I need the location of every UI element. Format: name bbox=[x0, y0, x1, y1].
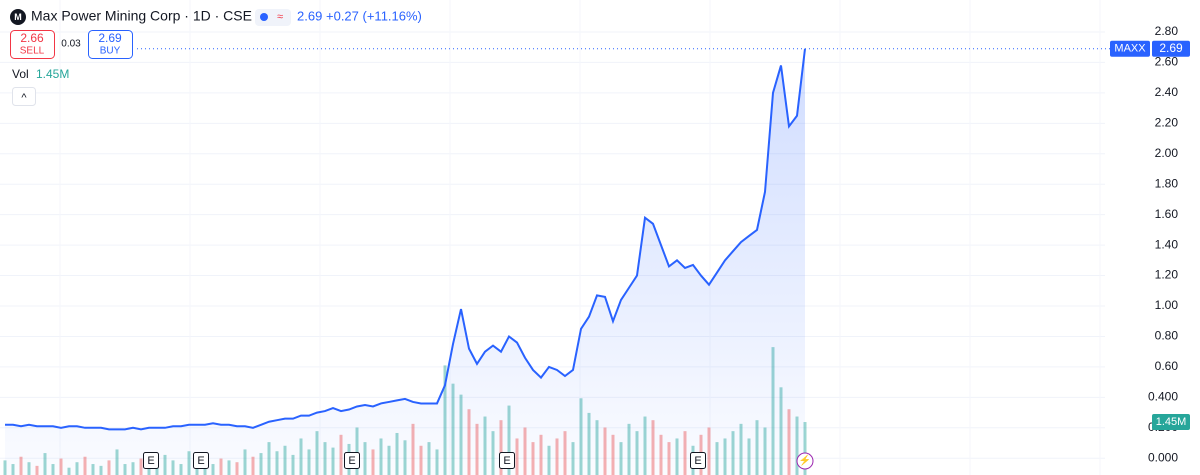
logo-letter: M bbox=[14, 12, 22, 22]
y-tick-label: 1.80 bbox=[1155, 176, 1179, 190]
price-line bbox=[5, 48, 806, 431]
last-price-tag: 2.69 bbox=[1159, 41, 1183, 55]
buy-price: 2.69 bbox=[98, 31, 122, 45]
y-tick-label: 1.60 bbox=[1155, 207, 1179, 221]
wave-icon: ≈ bbox=[277, 11, 283, 23]
sell-price: 2.66 bbox=[20, 31, 44, 45]
last-price-tag-bg bbox=[1152, 40, 1190, 57]
lightning-icon: ⚡ bbox=[799, 454, 811, 467]
last-price: 2.69 bbox=[297, 8, 322, 23]
volume-tag-bg bbox=[1152, 414, 1190, 431]
y-tick-label: 1.40 bbox=[1155, 237, 1179, 251]
price-change: +0.27 (+11.16%) bbox=[326, 8, 422, 23]
symbol-tag: MAXX bbox=[1114, 43, 1146, 55]
y-tick-label: 0.000 bbox=[1148, 450, 1178, 464]
sell-button[interactable] bbox=[10, 30, 55, 59]
y-tick-label: 0.80 bbox=[1155, 329, 1179, 343]
y-tick-label: 1.00 bbox=[1155, 298, 1179, 312]
y-tick-label: 2.00 bbox=[1155, 146, 1179, 160]
earnings-marker: E bbox=[503, 455, 510, 467]
earnings-marker: E bbox=[147, 455, 154, 467]
volume-legend: Vol bbox=[12, 67, 29, 81]
collapse-icon: ^ bbox=[21, 92, 27, 104]
y-tick-label: 1.20 bbox=[1155, 268, 1179, 282]
earnings-marker: E bbox=[348, 455, 355, 467]
earnings-marker: E bbox=[694, 455, 701, 467]
volume-tag: 1.45M bbox=[1156, 416, 1187, 428]
earnings-box bbox=[499, 452, 515, 469]
buy-label: BUY bbox=[100, 46, 121, 57]
lightning-marker[interactable] bbox=[796, 452, 814, 470]
y-tick-label: 2.40 bbox=[1155, 85, 1179, 99]
y-tick-label: 0.400 bbox=[1148, 390, 1178, 404]
buy-button[interactable] bbox=[88, 30, 133, 59]
price-axis: 0.0000.2000.4000.600.801.001.201.401.601… bbox=[1110, 24, 1190, 464]
earnings-marker: E bbox=[197, 455, 204, 467]
y-tick-label: 2.20 bbox=[1155, 115, 1179, 129]
sell-label: SELL bbox=[20, 46, 45, 57]
y-tick-label: 2.60 bbox=[1155, 55, 1179, 69]
collapse-button[interactable] bbox=[12, 87, 36, 106]
spread: 0.03 bbox=[61, 39, 81, 50]
earnings-box bbox=[143, 452, 159, 469]
price-series bbox=[5, 48, 1110, 475]
logo bbox=[10, 9, 26, 25]
moon-icon bbox=[260, 13, 268, 21]
symbol-title: Max Power Mining Corp · 1D · CSE bbox=[31, 8, 252, 24]
earnings-box bbox=[193, 452, 209, 469]
earnings-box bbox=[690, 452, 706, 469]
y-tick-label: 2.80 bbox=[1155, 24, 1179, 38]
grid bbox=[0, 0, 1105, 475]
price-area bbox=[5, 48, 805, 475]
y-tick-label: 0.60 bbox=[1155, 359, 1179, 373]
symbol-tag-bg bbox=[1110, 40, 1150, 57]
earnings-box bbox=[344, 452, 360, 469]
volume-legend-value: 1.45M bbox=[36, 67, 69, 81]
